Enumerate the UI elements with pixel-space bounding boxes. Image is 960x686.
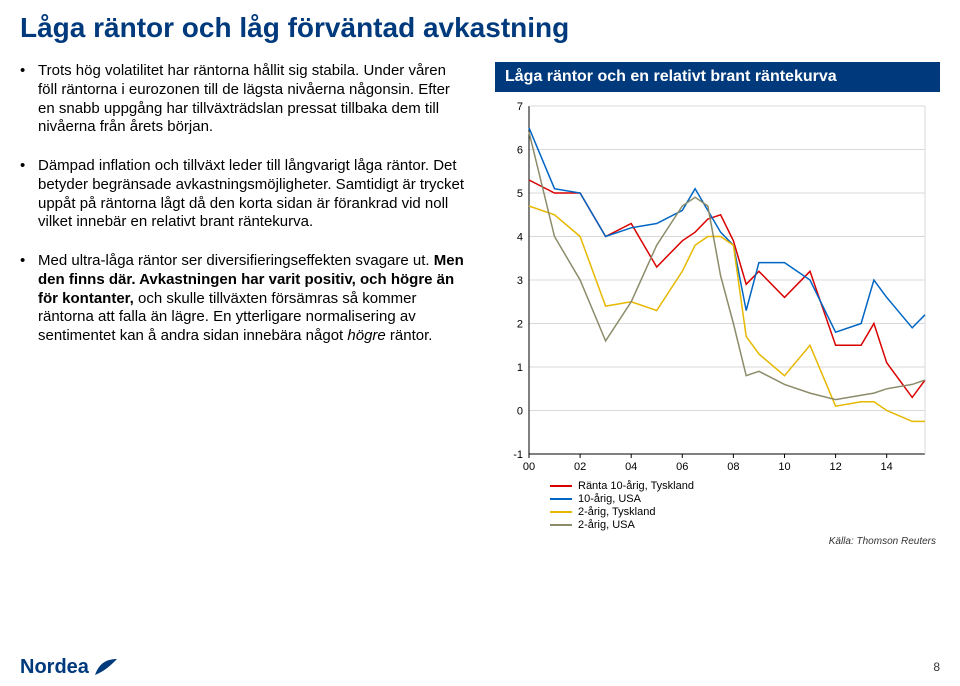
legend-label: Ränta 10-årig, Tyskland <box>578 480 694 492</box>
svg-text:4: 4 <box>517 232 523 244</box>
page-number: 8 <box>933 660 940 674</box>
legend-label: 10-årig, USA <box>578 493 641 505</box>
bullet-text: Trots hög volatilitet har räntorna hålli… <box>38 62 465 137</box>
svg-text:00: 00 <box>523 461 535 473</box>
svg-text:2: 2 <box>517 319 523 331</box>
bullet-text: Dämpad inflation och tillväxt leder till… <box>38 157 465 232</box>
svg-text:12: 12 <box>829 461 841 473</box>
footer-bar: Nordea 8 <box>0 654 960 686</box>
bullet-item: •Dämpad inflation och tillväxt leder til… <box>20 157 465 232</box>
chart-column: Låga räntor och en relativt brant räntek… <box>495 62 940 547</box>
slide-title: Låga räntor och låg förväntad avkastning <box>0 0 960 62</box>
legend-label: 2-årig, Tyskland <box>578 506 655 518</box>
svg-text:10: 10 <box>778 461 790 473</box>
svg-text:7: 7 <box>517 101 523 113</box>
bullet-marker: • <box>20 252 38 346</box>
legend-swatch <box>550 485 572 487</box>
legend-swatch <box>550 524 572 526</box>
svg-text:1: 1 <box>517 362 523 374</box>
nordea-logo: Nordea <box>20 656 119 679</box>
svg-text:06: 06 <box>676 461 688 473</box>
logo-text: Nordea <box>20 656 89 679</box>
content-row: •Trots hög volatilitet har räntorna håll… <box>0 62 960 547</box>
bullet-item: •Trots hög volatilitet har räntorna håll… <box>20 62 465 137</box>
chart-svg: -1012345670002040608101214 <box>495 98 935 478</box>
bullet-text: Med ultra-låga räntor ser diversifiering… <box>38 252 465 346</box>
legend-label: 2-årig, USA <box>578 519 635 531</box>
legend-item: Ränta 10-årig, Tyskland <box>550 480 940 492</box>
legend-swatch <box>550 498 572 500</box>
legend-item: 2-årig, USA <box>550 519 940 531</box>
bullet-marker: • <box>20 62 38 137</box>
chart-source: Källa: Thomson Reuters <box>495 536 940 547</box>
svg-text:04: 04 <box>625 461 637 473</box>
bullet-marker: • <box>20 157 38 232</box>
bullet-item: •Med ultra-låga räntor ser diversifierin… <box>20 252 465 346</box>
legend-item: 2-årig, Tyskland <box>550 506 940 518</box>
svg-text:3: 3 <box>517 275 523 287</box>
chart-legend: Ränta 10-årig, Tyskland10-årig, USA2-åri… <box>550 480 940 532</box>
legend-swatch <box>550 511 572 513</box>
svg-text:08: 08 <box>727 461 739 473</box>
svg-text:6: 6 <box>517 145 523 157</box>
chart-title: Låga räntor och en relativt brant räntek… <box>495 62 940 92</box>
logo-sail-icon <box>93 657 119 677</box>
svg-text:02: 02 <box>574 461 586 473</box>
bullets-column: •Trots hög volatilitet har räntorna håll… <box>20 62 465 547</box>
svg-text:-1: -1 <box>513 449 523 461</box>
svg-text:0: 0 <box>517 406 523 418</box>
line-chart: -1012345670002040608101214 <box>495 98 935 478</box>
legend-item: 10-årig, USA <box>550 493 940 505</box>
svg-text:5: 5 <box>517 188 523 200</box>
svg-text:14: 14 <box>881 461 893 473</box>
